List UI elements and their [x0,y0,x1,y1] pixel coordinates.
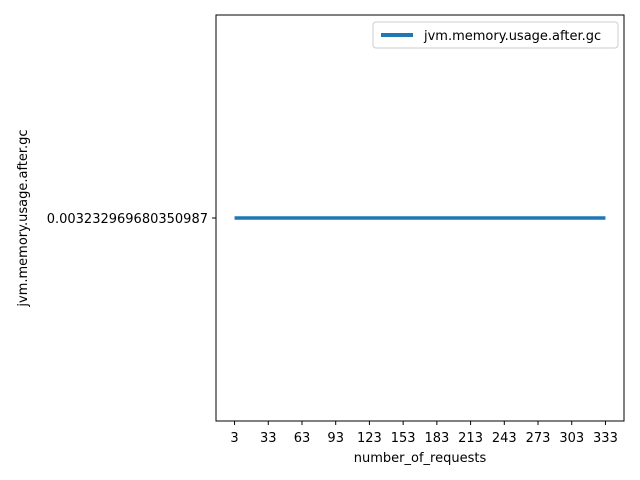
y-axis: 0.003232969680350987 [47,212,216,227]
y-axis-label: jvm.memory.usage.after.gc [16,129,31,307]
x-tick-label: 63 [294,431,311,446]
legend-box [372,21,619,49]
x-axis-label: number_of_requests [354,451,487,466]
x-tick-label: 33 [260,431,277,446]
y-tick-label: 0.003232969680350987 [47,212,208,227]
x-tick-label: 123 [357,431,382,446]
x-tick-label: 93 [327,431,344,446]
legend: jvm.memory.usage.after.gc [372,21,619,49]
x-tick-label: 153 [391,431,416,446]
x-tick-label: 213 [458,431,483,446]
x-axis: 3 33 63 93 123 153 183 213 243 273 303 333 [230,421,618,446]
x-tick-label: 243 [492,431,517,446]
x-tick-label: 273 [526,431,551,446]
legend-label: jvm.memory.usage.after.gc [423,29,601,44]
x-tick-label: 303 [559,431,584,446]
x-tick-label: 3 [230,431,238,446]
x-tick-label: 333 [593,431,618,446]
x-tick-label: 183 [424,431,449,446]
